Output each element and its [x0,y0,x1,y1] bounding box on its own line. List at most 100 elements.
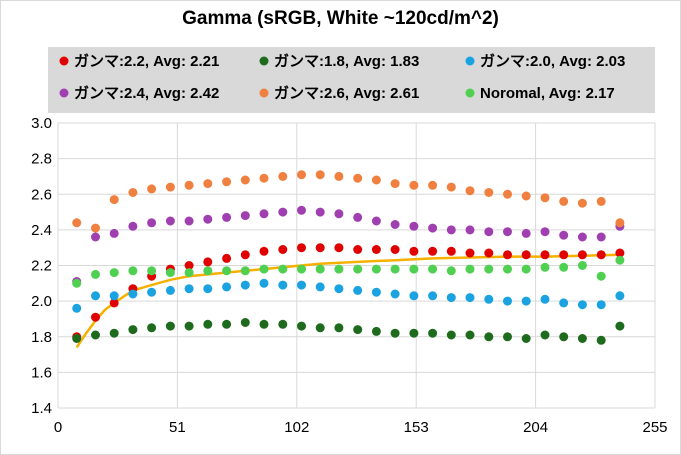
data-point [428,328,438,338]
series-3 [72,205,625,286]
data-point [577,198,587,208]
y-tick-label: 1.4 [31,400,52,417]
data-point [315,243,325,253]
data-point [222,212,232,222]
series-1 [72,318,625,345]
data-point [521,296,531,306]
data-point [371,287,381,297]
y-tick-label: 2.6 [31,186,52,203]
data-point [128,188,138,197]
x-tick-label: 0 [54,419,62,436]
data-point [72,334,82,343]
data-point [278,171,288,181]
data-point [484,248,494,258]
data-point [596,250,606,260]
legend-label: ガンマ:2.4, Avg: 2.42 [74,85,219,102]
data-point [577,334,587,343]
data-point [353,212,363,222]
data-point [165,285,175,295]
data-point [203,284,213,294]
series-4 [72,170,625,233]
data-point [484,332,494,342]
data-point [465,248,475,258]
data-point [446,225,456,235]
legend-marker [465,88,475,98]
data-point [297,205,306,215]
data-point [503,250,512,260]
data-point [203,179,213,189]
data-point [91,330,100,340]
data-point [259,278,269,288]
data-point [390,245,400,254]
data-point [203,214,213,224]
series-2 [72,278,625,313]
data-point [353,285,363,295]
data-point [615,218,625,228]
data-point [428,223,438,233]
legend-label: ガンマ:1.8, Avg: 1.83 [274,53,419,70]
data-point [109,291,119,301]
data-point [371,264,381,274]
data-point [184,180,194,190]
y-tick-label: 2.8 [31,151,52,168]
data-point [240,250,250,260]
legend-label: ガンマ:2.2, Avg: 2.21 [74,53,219,70]
data-point [521,191,531,201]
data-point [559,262,569,272]
data-point [371,216,381,226]
data-point [240,266,250,276]
x-tick-label: 204 [523,419,548,436]
data-point [428,246,438,256]
data-point [184,321,194,331]
data-point [540,330,550,340]
data-point [278,207,288,217]
data-point [484,294,494,304]
data-point [390,264,400,274]
data-point [596,335,606,345]
data-point [91,291,100,301]
data-point [128,325,138,335]
data-point [521,264,531,274]
data-point [559,230,569,240]
data-point [278,319,288,329]
data-point [428,264,438,274]
data-point [297,321,306,331]
x-tick-label: 255 [642,419,667,436]
data-point [72,278,82,288]
data-point [240,280,250,290]
series-5 [72,255,625,288]
data-point [371,326,381,336]
data-point [315,323,325,333]
data-point [428,291,438,301]
data-point [577,232,587,242]
legend-marker [59,88,69,98]
y-tick-label: 2.2 [31,258,52,275]
data-point [109,298,119,308]
data-point [334,323,344,333]
data-point [409,264,419,274]
data-point [222,266,232,276]
data-point [596,196,606,206]
data-point [465,330,475,340]
data-point [165,321,175,331]
data-point [222,177,232,187]
data-point [559,298,569,308]
axes: 1.4 1.6 1.8 2.0 2.2 2.4 2.6 2.8 3.0 0 51 102 153 204 2… [31,115,667,436]
data-point [503,296,512,306]
data-point [222,319,232,329]
data-point [147,218,157,228]
data-point [521,334,531,343]
y-tick-label: 2.4 [31,222,52,239]
data-point [521,250,531,260]
data-point [278,264,288,274]
data-point [540,250,550,260]
data-point [484,227,494,237]
data-point [147,287,157,297]
data-point [503,227,512,237]
data-point [334,284,344,294]
legend-label: Noromal, Avg: 2.17 [480,85,615,102]
data-points [72,170,625,345]
data-point [259,173,269,183]
data-point [109,195,119,205]
